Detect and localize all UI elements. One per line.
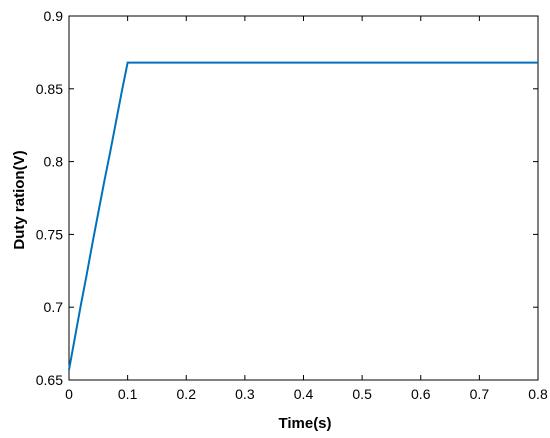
y-tick-label: 0.7 bbox=[44, 299, 64, 315]
x-axis-ticks: 0 0.1 0.2 0.3 0.4 0.5 0.6 0.7 0.8 bbox=[65, 16, 548, 402]
x-tick-label: 0.4 bbox=[294, 386, 314, 402]
plot-frame bbox=[68, 15, 539, 381]
x-tick-label: 0.1 bbox=[118, 386, 138, 402]
x-tick-label: 0.8 bbox=[528, 386, 548, 402]
y-tick-label: 0.75 bbox=[36, 226, 63, 242]
y-tick-label: 0.8 bbox=[44, 154, 64, 170]
y-tick-label: 0.85 bbox=[36, 81, 63, 97]
x-tick-label: 0.2 bbox=[177, 386, 197, 402]
plot-border bbox=[68, 15, 539, 381]
y-axis-label: Duty ration(V) bbox=[11, 150, 28, 249]
x-tick-label: 0.7 bbox=[470, 386, 490, 402]
x-tick-label: 0 bbox=[65, 386, 73, 402]
x-axis-label: Time(s) bbox=[278, 415, 331, 432]
x-tick-label: 0.5 bbox=[352, 386, 372, 402]
y-axis-ticks: 0.65 0.7 0.75 0.8 0.85 0.9 bbox=[36, 8, 538, 388]
series-lines bbox=[68, 61, 538, 370]
series-line-0 bbox=[68, 61, 538, 370]
x-tick-label: 0.6 bbox=[411, 386, 431, 402]
y-tick-label: 0.9 bbox=[44, 8, 64, 24]
x-tick-label: 0.3 bbox=[235, 386, 255, 402]
y-tick-label: 0.65 bbox=[36, 372, 63, 388]
